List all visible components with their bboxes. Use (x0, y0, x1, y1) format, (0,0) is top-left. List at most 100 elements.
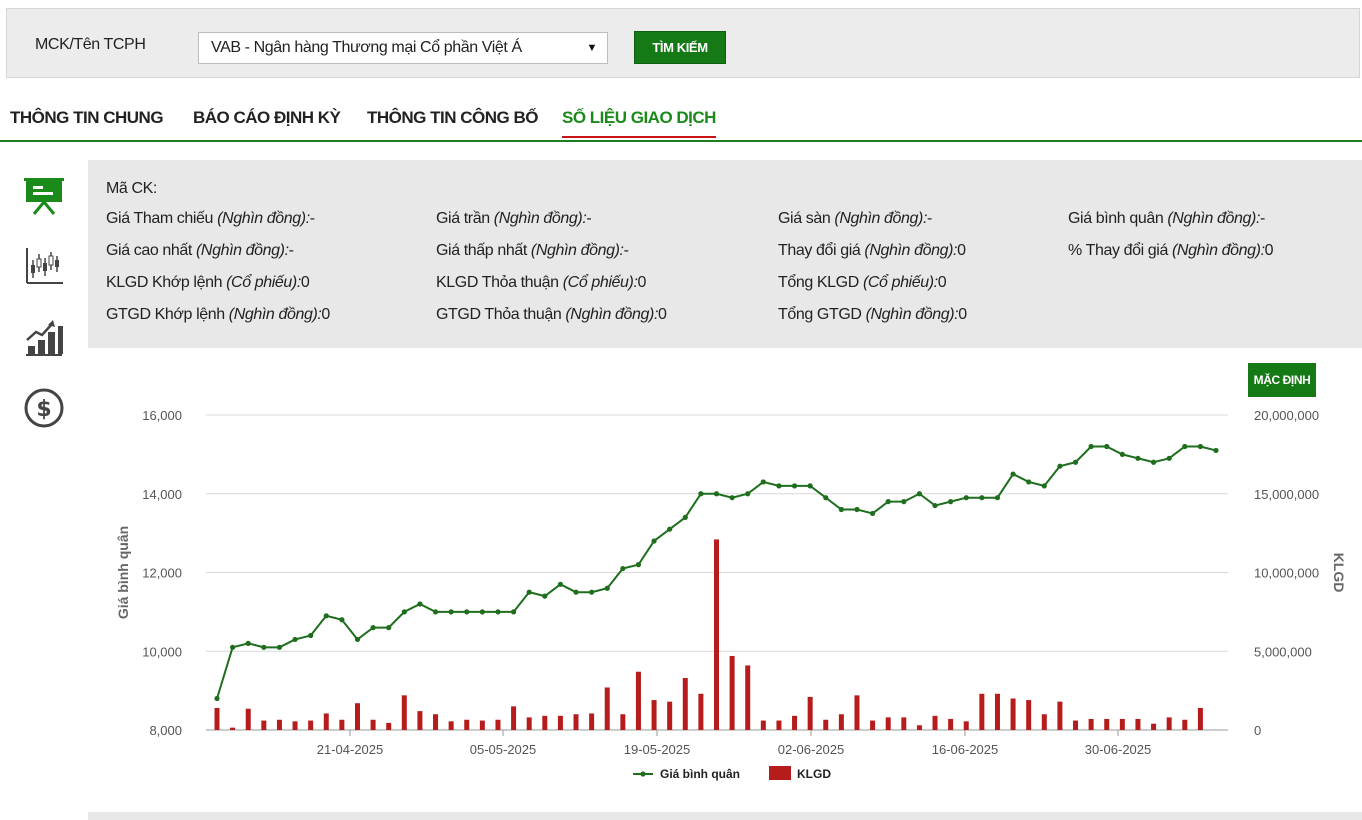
volume-bar (635, 671, 641, 730)
y-tick-right: 10,000,000 (1254, 566, 1319, 581)
x-tick: 16-06-2025 (932, 742, 999, 757)
info-unit: (Nghìn đồng): (493, 210, 587, 227)
y-tick-right: 20,000,000 (1254, 408, 1319, 423)
info-item: Giá Tham chiếu (Nghìn đồng):- (106, 210, 315, 228)
price-point (713, 491, 720, 497)
price-point (354, 636, 361, 643)
volume-bar (807, 696, 813, 730)
x-tick: 19-05-2025 (624, 742, 691, 757)
bar-growth-chart-icon[interactable] (24, 318, 64, 358)
volume-bar (838, 714, 844, 730)
svg-text:$: $ (36, 397, 51, 422)
stock-select-value: VAB - Ngân hàng Thương mại Cổ phần Việt … (211, 39, 522, 56)
presentation-board-icon[interactable] (24, 176, 64, 216)
info-value: - (586, 210, 592, 227)
info-unit: (Cổ phiếu): (862, 274, 938, 291)
candlestick-chart-icon[interactable] (24, 246, 64, 286)
price-point (292, 636, 298, 643)
info-value: - (309, 210, 315, 227)
volume-bar (1041, 714, 1047, 730)
info-value: - (1260, 210, 1265, 227)
price-point (1010, 471, 1016, 477)
info-value: 0 (637, 274, 646, 291)
price-point (417, 601, 423, 607)
volume-bar (308, 720, 314, 730)
price-point (1197, 443, 1203, 450)
volume-bar (417, 711, 423, 730)
price-point (432, 609, 439, 615)
info-item: Giá sàn (Nghìn đồng):- (778, 210, 932, 228)
info-value: 0 (300, 274, 310, 291)
y-axis-title-right: KLGD (1331, 553, 1347, 593)
tab-general-info[interactable]: THÔNG TIN CHUNG (10, 108, 164, 127)
volume-bar (464, 719, 470, 730)
volume-bar (1073, 720, 1079, 730)
volume-bar (495, 719, 501, 730)
info-label: Giá bình quân (1068, 210, 1168, 227)
price-point (682, 514, 688, 520)
price-point (651, 538, 657, 544)
price-point (932, 502, 938, 509)
price-point (510, 609, 517, 615)
price-point (401, 609, 407, 615)
tab-trading-data[interactable]: SỐ LIỆU GIAO DỊCH (562, 108, 716, 138)
price-point (339, 617, 345, 623)
volume-bar (1182, 719, 1188, 730)
search-label: MCK/Tên TCPH (35, 36, 146, 53)
volume-bar (916, 725, 922, 730)
search-button[interactable]: TÌM KIẾM (634, 31, 726, 64)
price-point (620, 565, 626, 572)
volume-bar (979, 693, 985, 730)
info-label: % Thay đổi giá (1068, 242, 1172, 259)
tab-periodic-reports[interactable]: BÁO CÁO ĐỊNH KỲ (193, 108, 341, 127)
main-tabs: THÔNG TIN CHUNG BÁO CÁO ĐỊNH KỲ THÔNG TI… (0, 100, 1362, 142)
info-item: KLGD Khớp lệnh (Cổ phiếu):0 (106, 274, 310, 292)
volume-bar (1088, 718, 1094, 730)
price-point (1072, 459, 1079, 465)
price-point (1166, 455, 1172, 461)
price-point (994, 495, 1001, 501)
price-point (573, 589, 579, 595)
default-view-button[interactable]: MẶC ĐỊNH (1248, 363, 1316, 397)
volume-bar (1010, 698, 1016, 730)
stock-select[interactable]: VAB - Ngân hàng Thương mại Cổ phần Việt … (198, 32, 608, 64)
volume-bar (1166, 717, 1172, 730)
price-point (979, 495, 985, 501)
price-point (276, 644, 283, 650)
dollar-coin-icon[interactable]: $ (24, 388, 64, 428)
price-point (448, 609, 454, 615)
info-item: GTGD Khớp lệnh (Nghìn đồng):0 (106, 306, 330, 324)
volume-bar (823, 719, 829, 730)
info-value: 0 (1264, 242, 1274, 259)
info-label: KLGD Thỏa thuận (436, 274, 563, 291)
volume-bar (651, 700, 657, 730)
volume-bar (1104, 718, 1110, 730)
price-point (495, 609, 501, 615)
volume-bar (386, 722, 392, 730)
volume-bar (433, 714, 439, 730)
volume-bar (682, 678, 688, 730)
volume-bar (1135, 718, 1141, 730)
price-point (698, 491, 704, 497)
y-tick-left: 16,000 (142, 408, 182, 423)
volume-bar (589, 713, 595, 730)
price-point (1088, 443, 1094, 450)
price-point (308, 632, 314, 639)
volume-bar (994, 693, 1000, 730)
price-point (464, 609, 470, 615)
volume-bar (760, 720, 766, 730)
info-unit: (Nghìn đồng): (228, 306, 322, 323)
volume-bar (511, 706, 517, 730)
tab-disclosures[interactable]: THÔNG TIN CÔNG BỐ (367, 108, 538, 127)
info-unit: (Nghìn đồng): (195, 242, 289, 259)
volume-bar (1057, 701, 1063, 730)
volume-bar (323, 713, 329, 730)
chart-container: MẶC ĐỊNH 8,000 10,000 12,000 14,000 16,000 0 5… (88, 348, 1362, 812)
price-point (479, 609, 485, 615)
price-point (1041, 483, 1047, 489)
info-unit: (Nghìn đồng): (1172, 242, 1265, 259)
price-point (526, 589, 532, 595)
info-item: Giá thấp nhất (Nghìn đồng):- (436, 242, 629, 260)
legend-volume-label: KLGD (797, 767, 831, 781)
price-point (963, 495, 969, 501)
